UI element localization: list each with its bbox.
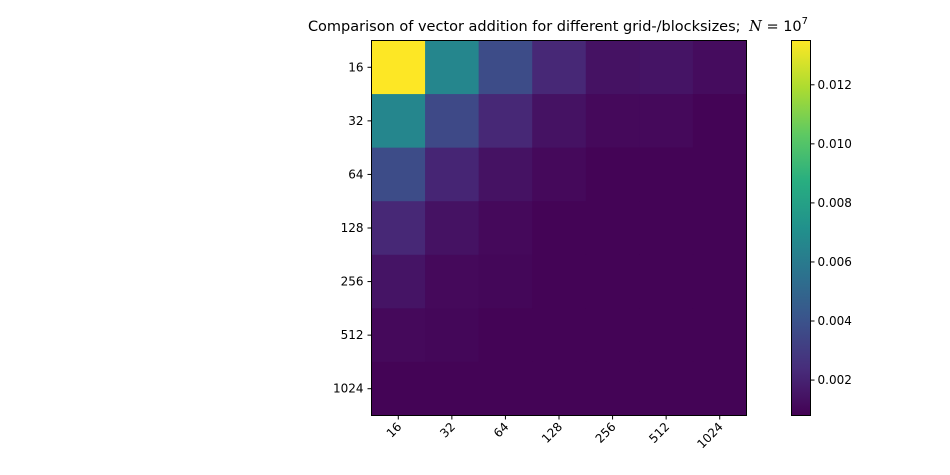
y-tick-label: 64 [348, 167, 363, 181]
chart-title: Comparison of vector addition for differ… [308, 16, 808, 35]
y-tick-label: 256 [341, 275, 364, 289]
heatmap-cell [478, 94, 533, 149]
heatmap-cell [532, 201, 587, 256]
heatmap-cell [585, 201, 640, 256]
heatmap-cells [371, 40, 747, 416]
heatmap-cell [371, 147, 426, 202]
heatmap-cell [425, 308, 480, 363]
heatmap-cell [478, 147, 533, 202]
heatmap-cell [532, 94, 587, 149]
x-tick-label: 512 [646, 420, 672, 446]
heatmap-cell [585, 147, 640, 202]
heatmap-cell [639, 40, 694, 95]
heatmap-cell [425, 40, 480, 95]
colorbar-tick-label: 0.006 [818, 255, 852, 269]
chart-title-text: Comparison of vector addition for differ… [308, 19, 741, 35]
heatmap-cell [478, 201, 533, 256]
y-tick-label: 512 [341, 328, 364, 342]
heatmap-cell [371, 308, 426, 363]
heatmap-cell [532, 361, 587, 416]
heatmap-cell [425, 254, 480, 309]
colorbar-tick-label: 0.002 [818, 373, 852, 387]
heatmap-cell [639, 308, 694, 363]
heatmap-cell [692, 308, 747, 363]
colorbar-tick-label: 0.008 [818, 196, 852, 210]
heatmap-cell [639, 254, 694, 309]
heatmap-cell [532, 254, 587, 309]
heatmap-cell [371, 201, 426, 256]
x-tick-label: 128 [539, 420, 565, 446]
heatmap-cell [532, 308, 587, 363]
heatmap-cell [639, 94, 694, 149]
chart-title-math-variable: N [748, 19, 763, 35]
heatmap-cell [425, 94, 480, 149]
colorbar-tick-label: 0.004 [818, 314, 852, 328]
heatmap-cell [639, 201, 694, 256]
heatmap-cell [371, 94, 426, 149]
x-axis-ticks: 16 32 64 128 256 512 1024 [384, 415, 726, 451]
heatmap-cell [692, 147, 747, 202]
heatmap-cell [585, 94, 640, 149]
heatmap-cell [371, 40, 426, 95]
heatmap-cell [692, 94, 747, 149]
heatmap-cell [371, 254, 426, 309]
x-tick-label: 16 [384, 420, 405, 441]
x-tick-label: 256 [593, 420, 619, 446]
heatmap-cell [478, 40, 533, 95]
heatmap-cell [532, 147, 587, 202]
heatmap-cell [639, 147, 694, 202]
heatmap-cell [478, 254, 533, 309]
y-axis-ticks: 16 32 64 128 256 512 1024 [333, 60, 372, 396]
chart-title-math-exponent: 7 [802, 16, 808, 27]
heatmap-cell [585, 361, 640, 416]
colorbar [791, 40, 811, 416]
colorbar-ticks: 0.002 0.004 0.006 0.008 0.010 0.012 [810, 78, 852, 387]
x-tick-label: 1024 [694, 420, 725, 451]
heatmap-cell [692, 40, 747, 95]
heatmap-cell [585, 308, 640, 363]
heatmap-cell [371, 361, 426, 416]
x-tick-label: 64 [491, 420, 512, 441]
heatmap-cell [692, 254, 747, 309]
x-tick-label: 32 [437, 420, 458, 441]
heatmap-cell [425, 201, 480, 256]
y-tick-label: 32 [348, 114, 363, 128]
heatmap-cell [639, 361, 694, 416]
heatmap-cell [478, 361, 533, 416]
heatmap-cell [585, 40, 640, 95]
colorbar-frame [791, 40, 811, 416]
colorbar-tick-label: 0.010 [818, 137, 852, 151]
y-tick-label: 128 [341, 221, 364, 235]
chart-title-math-equals: = 10 [762, 19, 802, 35]
heatmap-cell [692, 361, 747, 416]
colorbar-tick-label: 0.012 [818, 78, 852, 92]
heatmap-cell [692, 201, 747, 256]
heatmap-cell [425, 147, 480, 202]
heatmap-cell [425, 361, 480, 416]
heatmap-cell [478, 308, 533, 363]
heatmap-cell [532, 40, 587, 95]
heatmap-cell [585, 254, 640, 309]
y-tick-label: 1024 [333, 382, 364, 396]
y-tick-label: 16 [348, 60, 363, 74]
